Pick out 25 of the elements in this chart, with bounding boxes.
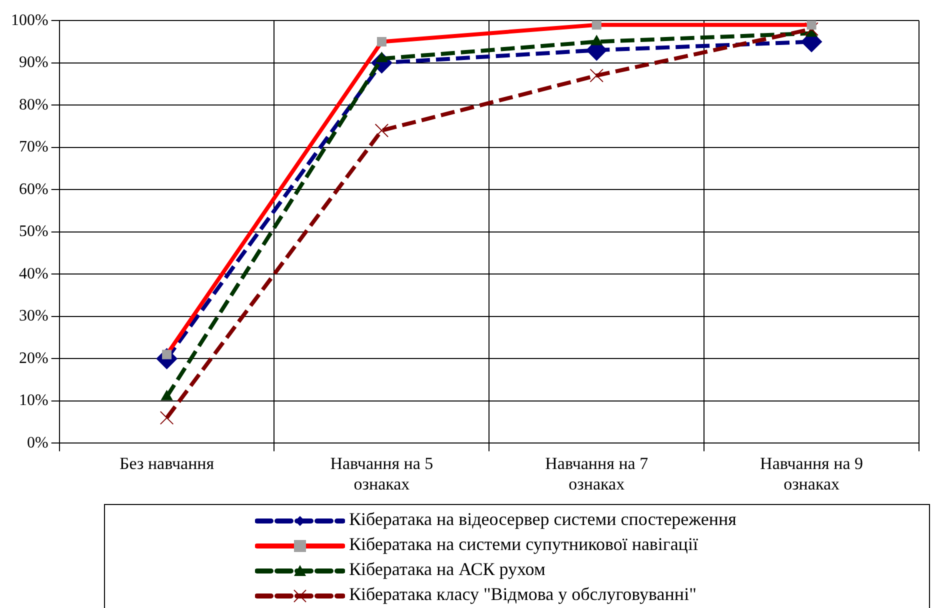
point <box>161 390 172 400</box>
x-tick-label: Без навчання <box>119 454 214 473</box>
legend-label: Кібератака на системи супутникової навігації <box>349 534 698 554</box>
y-tick-label: 90% <box>19 54 48 72</box>
y-tick-label: 10% <box>19 392 48 410</box>
y-tick-label: 80% <box>19 96 48 114</box>
y-tick-label: 40% <box>19 265 48 282</box>
y-tick-label: 50% <box>19 223 48 240</box>
point <box>590 35 602 46</box>
y-tick-label: 0% <box>27 434 48 452</box>
point <box>804 22 818 36</box>
legend-label: Кібератака на відеосервер системи спостереження <box>349 509 736 529</box>
x-tick-label: Навчання на 7 ознаках <box>545 454 649 494</box>
point <box>590 68 604 82</box>
x-tick-label: Навчання на 9 ознаках <box>760 454 864 494</box>
point <box>374 124 389 138</box>
y-tick-label: 100% <box>11 12 48 29</box>
point <box>160 410 174 425</box>
legend-label: Кібератака класу "Відмова у обслуговуванні" <box>349 584 696 604</box>
legend-label: Кібератака на АСК рухом <box>349 559 546 579</box>
y-tick-label: 30% <box>19 308 48 325</box>
x-tick-label: Навчання на 5 ознаках <box>330 454 434 494</box>
y-tick-label: 70% <box>19 138 48 156</box>
y-tick-label: 20% <box>19 350 48 367</box>
y-tick-label: 60% <box>19 180 48 198</box>
